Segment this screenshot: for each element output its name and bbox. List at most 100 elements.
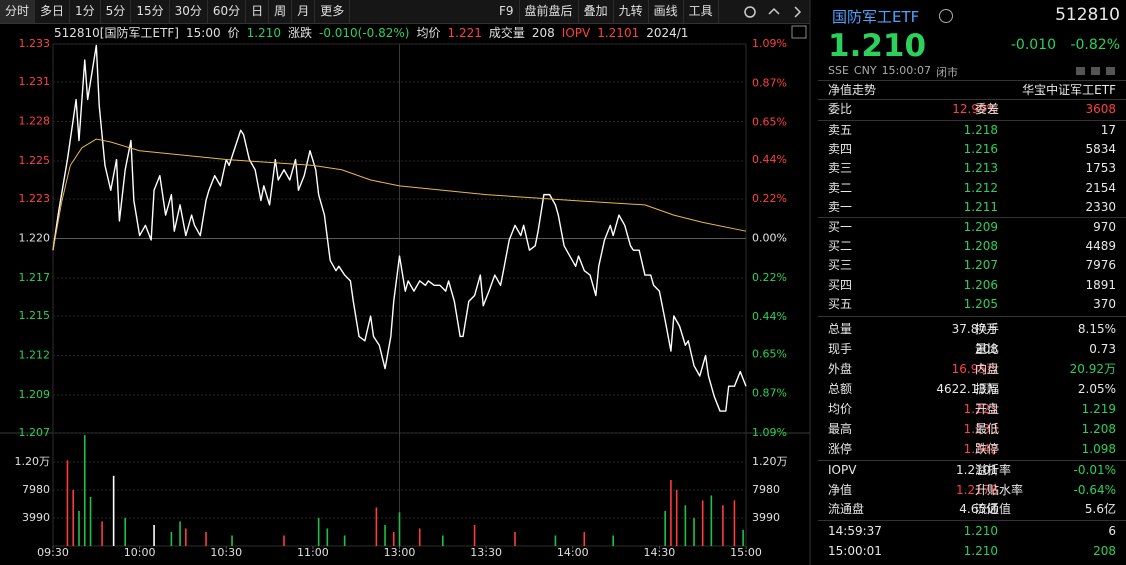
trade-price: 1.210 — [963, 524, 998, 538]
volume-bar — [185, 528, 187, 546]
x-tick-label: 10:00 — [124, 546, 156, 559]
collapse-icon[interactable] — [768, 7, 780, 15]
book-price: 1.213 — [963, 161, 998, 176]
book-label: 卖一 — [828, 199, 853, 214]
tool-button[interactable]: 画线 — [649, 0, 684, 23]
period-tab[interactable]: 30分 — [170, 0, 208, 23]
period-tab[interactable]: 周 — [269, 0, 293, 23]
stat-value: 20.92万 — [1069, 362, 1116, 376]
info-item: -0.010(-0.82%) — [318, 26, 410, 40]
tool-button[interactable]: 工具 — [684, 0, 719, 23]
meta-item: SSE — [828, 64, 849, 77]
tool-button[interactable]: 盘前盘后 — [520, 0, 579, 23]
info-icon[interactable] — [939, 9, 953, 23]
x-tick-label: 11:00 — [297, 546, 329, 559]
stat-label: IOPV — [828, 463, 857, 477]
stat-value: 37.87万 — [951, 322, 998, 336]
book-volume: 1891 — [1085, 277, 1116, 292]
volume-tick-label-right: 3990 — [752, 511, 780, 524]
tool-buttons: F9 盘前盘后 叠加 九转 画线 工具 — [494, 0, 719, 23]
tool-button[interactable]: F9 — [494, 0, 520, 23]
book-price: 1.218 — [963, 123, 998, 137]
stat-value: 1.098 — [1081, 442, 1116, 456]
volume-bar — [684, 505, 687, 546]
stat-label: 委差 — [975, 102, 1000, 116]
stat-label: 最高 — [828, 422, 853, 436]
stat-value: 2.05% — [1077, 382, 1116, 396]
stat-label: 升贴水率 — [975, 482, 1024, 497]
period-tab[interactable]: 5分 — [101, 0, 132, 23]
y2-tick-label: 0.22% — [752, 192, 787, 205]
stat-value: 4.65亿 — [959, 502, 998, 516]
hline — [818, 99, 1126, 100]
stat-label: 总额 — [828, 382, 853, 396]
tool-button[interactable]: 九转 — [614, 0, 649, 23]
stat-label: 跌停 — [975, 442, 1000, 456]
volume-bar — [554, 535, 557, 546]
period-tab[interactable]: 多日 — [35, 0, 71, 23]
book-row: 买五 1.205 370 — [818, 295, 1126, 314]
y-tick-label: 1.231 — [19, 75, 51, 88]
security-code: 512810 — [1055, 5, 1120, 25]
book-volume: 17 — [1100, 123, 1116, 137]
book-row: 买三 1.207 7976 — [818, 256, 1126, 275]
book-price: 1.212 — [963, 180, 998, 195]
security-name: 国防军工ETF — [832, 8, 920, 26]
volume-bar — [473, 524, 476, 546]
volume-bar — [101, 521, 103, 546]
settings-icon[interactable] — [744, 6, 756, 18]
stat-row: 委比 12.99% 委差 3608 — [818, 100, 1126, 119]
tool-icon[interactable] — [1091, 67, 1100, 75]
tool-icon[interactable] — [1106, 67, 1115, 75]
expand-icon[interactable] — [794, 6, 802, 18]
period-tab[interactable]: 月 — [292, 0, 316, 23]
book-row: 卖三 1.213 1753 — [818, 159, 1126, 178]
book-label: 卖三 — [828, 161, 853, 176]
toolbar-icons — [744, 6, 807, 39]
volume-bar — [72, 489, 75, 546]
stat-label: 流通盘 — [828, 502, 865, 516]
book-label: 买五 — [828, 296, 853, 311]
volume-bar — [283, 535, 285, 546]
meta-item: 15:00:07 — [881, 64, 931, 77]
period-tab[interactable]: 日 — [246, 0, 270, 23]
period-tab[interactable]: 60分 — [208, 0, 247, 23]
book-row: 卖一 1.211 2330 — [818, 198, 1126, 217]
period-tab[interactable]: 1分 — [70, 0, 101, 23]
y-tick-label: 1.209 — [19, 388, 51, 401]
stat-value: 1.208 — [1081, 422, 1116, 436]
info-item: 1.210 — [246, 26, 281, 40]
volume-bar — [112, 475, 115, 546]
volume-bar — [733, 500, 736, 546]
book-price: 1.207 — [963, 258, 998, 273]
volume-bar — [612, 535, 614, 546]
period-tab[interactable]: 更多 — [315, 0, 351, 23]
tool-button[interactable]: 叠加 — [579, 0, 614, 23]
info-item: 价 — [227, 26, 240, 40]
stat-value: 1.219 — [1081, 402, 1116, 416]
y-tick-label: 1.223 — [19, 192, 51, 205]
y2-tick-label: 0.65% — [752, 347, 787, 360]
volume-bar — [693, 517, 695, 546]
stat-label: 量比 — [975, 342, 1000, 356]
stat-value: 4622.13万 — [936, 382, 998, 396]
info-item: 512810[国防军工ETF] — [54, 26, 179, 40]
period-tab[interactable]: 15分 — [131, 0, 170, 23]
x-tick-label: 14:30 — [644, 546, 676, 559]
stat-value: 5.6亿 — [1084, 502, 1116, 516]
tool-icon[interactable] — [1076, 67, 1085, 75]
window-icon[interactable] — [791, 25, 807, 39]
y-tick-label: 1.212 — [19, 348, 51, 361]
stat-row: 流通盘 4.65亿 流通值 5.6亿 — [818, 500, 1126, 519]
stat-label: 振幅 — [975, 382, 1000, 396]
hline — [818, 80, 1126, 81]
period-tab[interactable]: 分时 — [0, 0, 36, 23]
hline — [818, 217, 1126, 218]
y2-tick-label: 1.09% — [752, 426, 787, 439]
volume-bar — [664, 510, 666, 546]
volume-bar — [442, 535, 444, 546]
volume-bar — [742, 529, 744, 546]
book-price: 1.211 — [963, 199, 998, 214]
nav-trend[interactable]: 净值走势 — [828, 83, 877, 97]
